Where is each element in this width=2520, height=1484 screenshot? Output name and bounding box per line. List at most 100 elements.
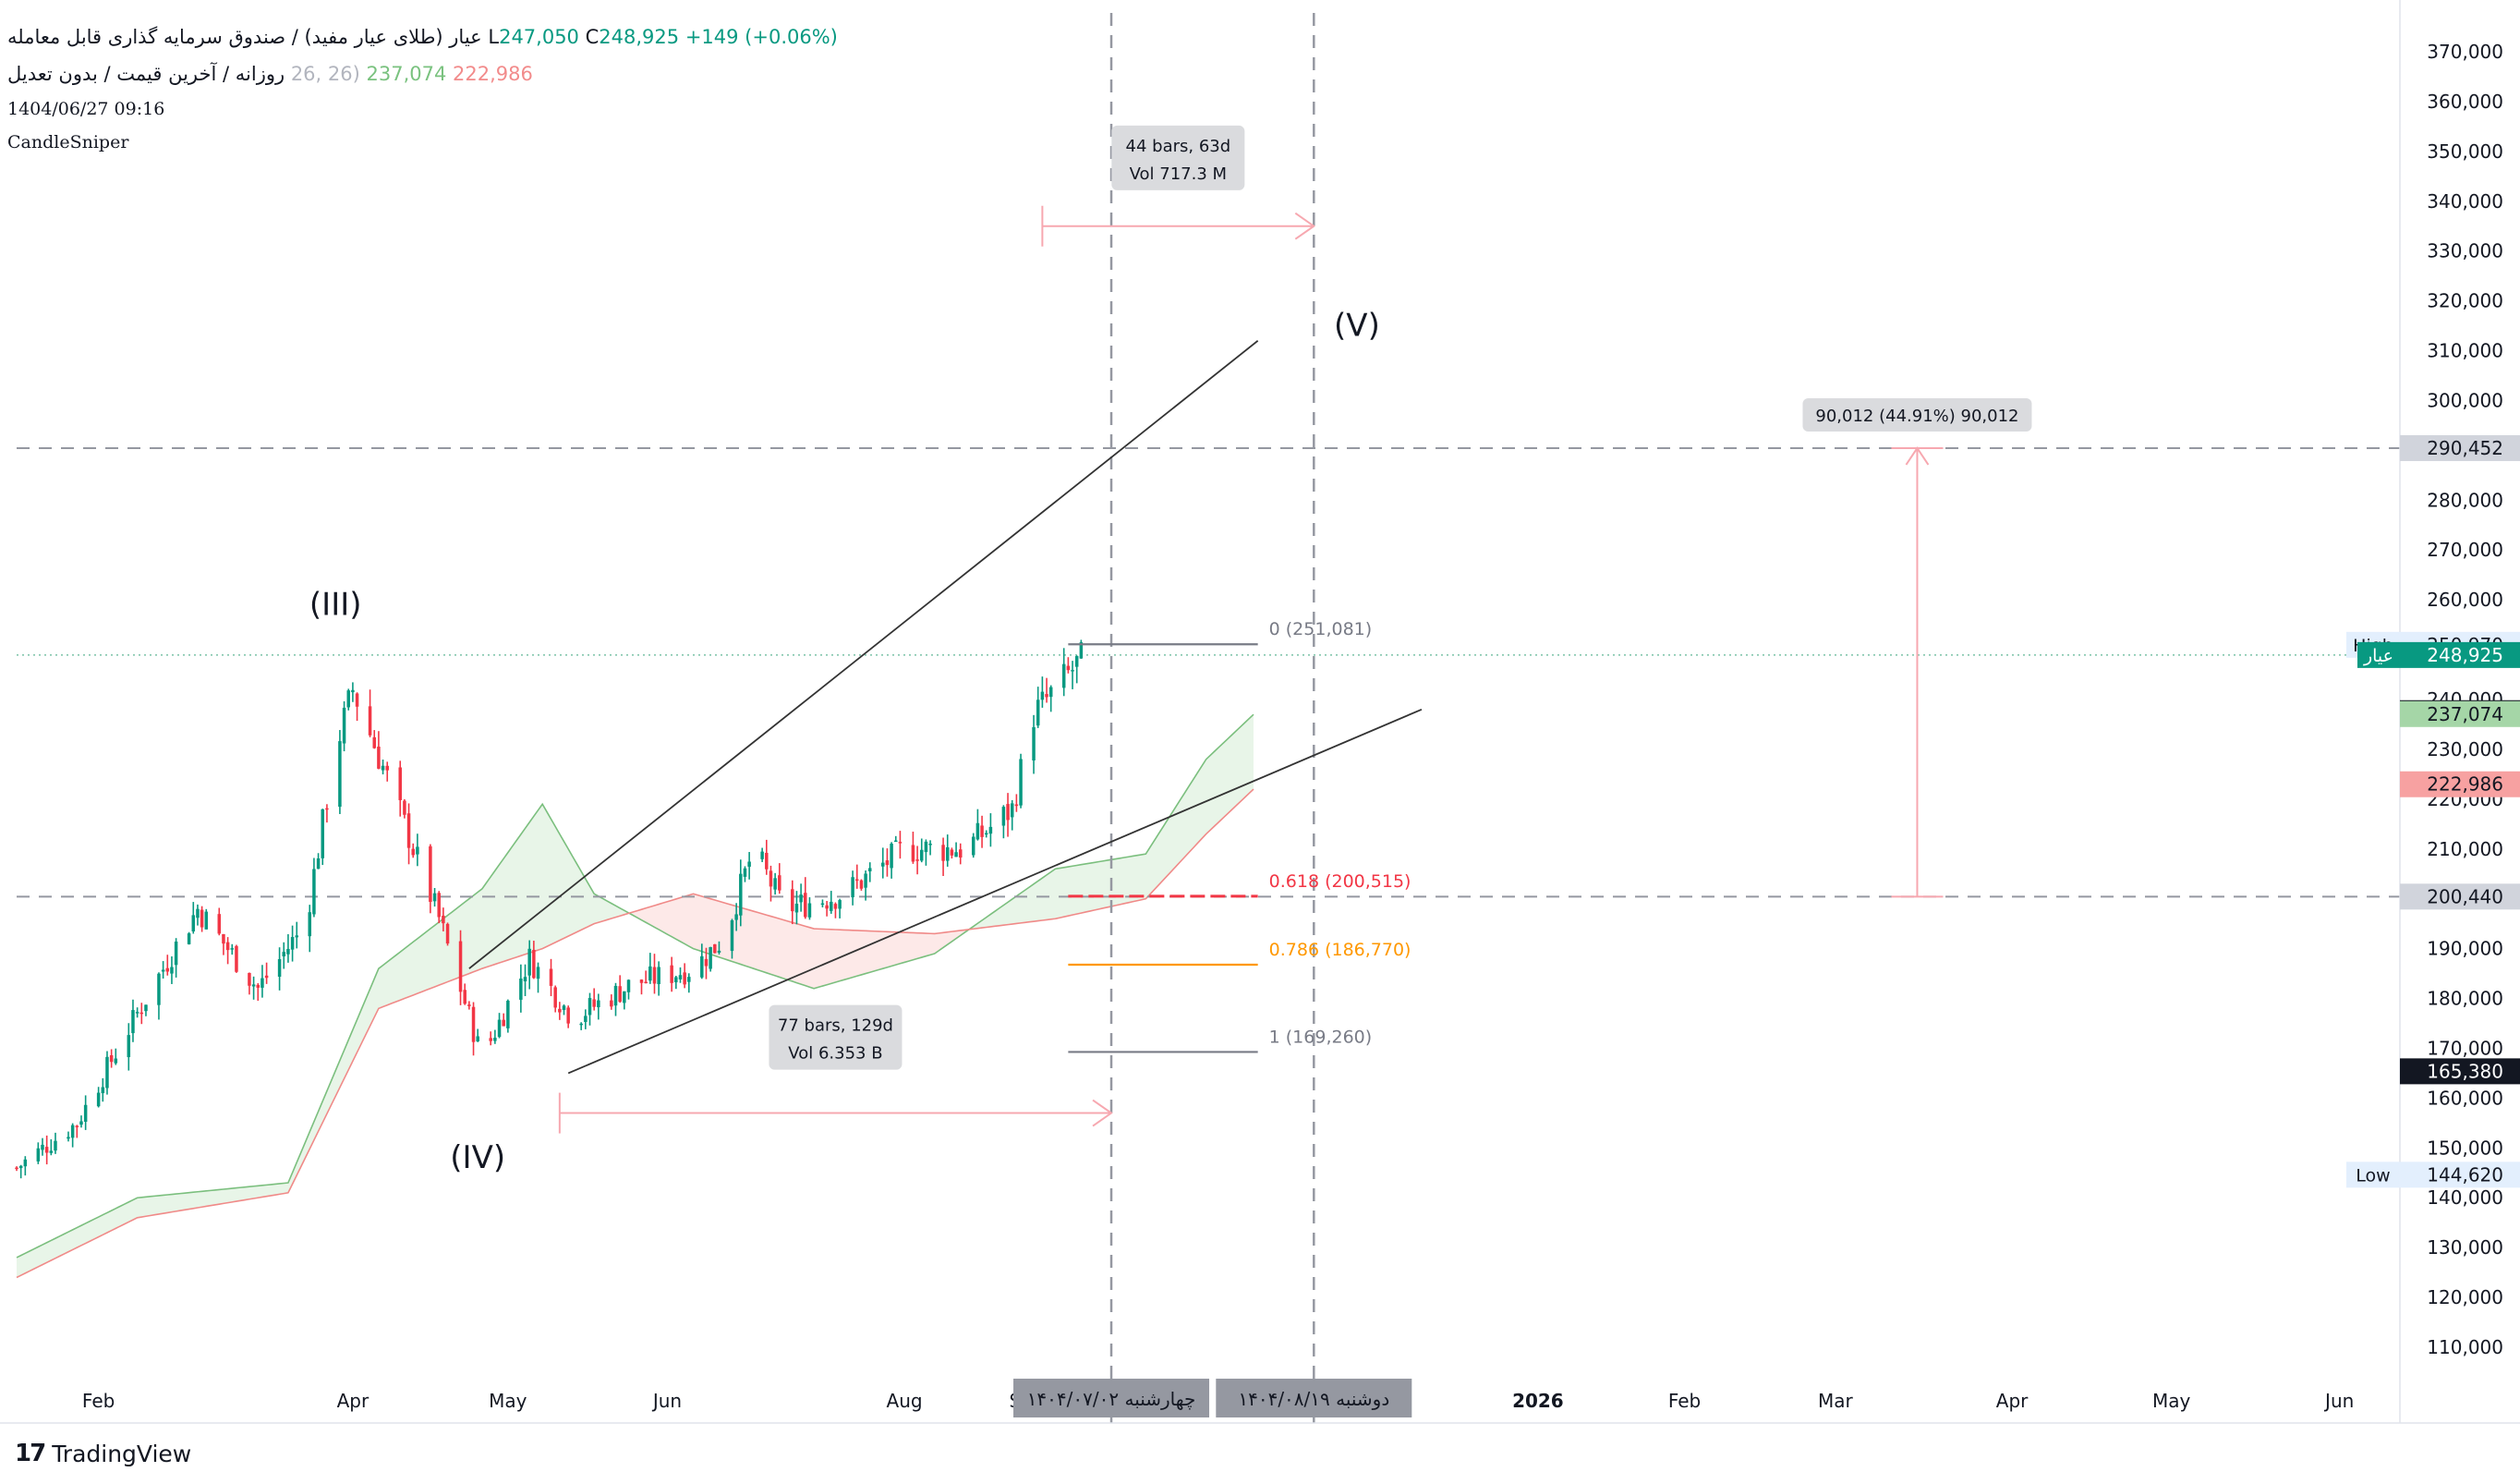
candle-body <box>652 967 657 984</box>
y-tick-label: 120,000 <box>2427 1286 2503 1308</box>
candle-body <box>429 845 432 903</box>
candle <box>971 833 975 858</box>
candle-body <box>945 846 950 861</box>
candle-body <box>717 950 721 953</box>
candle-body <box>532 949 536 979</box>
candle-body <box>536 967 540 979</box>
candle <box>1048 685 1053 712</box>
candle <box>739 859 743 927</box>
candle-body <box>1079 642 1084 659</box>
candle <box>678 967 683 983</box>
candle-body <box>911 845 915 862</box>
candle <box>730 918 734 959</box>
candle <box>41 1137 44 1156</box>
candle <box>553 985 557 1013</box>
candle <box>536 962 540 993</box>
candle-body <box>174 941 178 966</box>
x-tick-label: Jun <box>651 1390 682 1412</box>
candle <box>890 842 893 879</box>
candle <box>251 976 256 1000</box>
wave-label: (V) <box>1334 307 1380 344</box>
indicator-title[interactable]: روزانه / آخرین قیمت / بدون تعدیل <box>7 63 285 85</box>
candle <box>114 1048 118 1065</box>
candle <box>368 689 372 737</box>
current-price-name-bg <box>2357 641 2400 668</box>
candle <box>980 815 984 848</box>
tradingview-logo[interactable]: 17 TradingView <box>15 1440 191 1467</box>
range-arrow-head <box>1294 212 1316 240</box>
candle-body <box>109 1054 114 1063</box>
y-tick-label: 330,000 <box>2427 240 2503 262</box>
candle <box>70 1123 75 1148</box>
y-tick-label: 370,000 <box>2427 41 2503 63</box>
candle <box>165 955 170 976</box>
candle <box>626 979 631 1000</box>
candle-body <box>623 991 626 1004</box>
candle-body <box>222 933 225 944</box>
candle <box>652 954 657 994</box>
wave-label: (IV) <box>450 1139 505 1176</box>
candle <box>747 852 751 880</box>
candle <box>597 993 600 1020</box>
candle <box>248 972 251 995</box>
candle <box>1006 793 1010 837</box>
candle-body <box>915 859 919 861</box>
candle <box>1001 805 1006 839</box>
candle-body <box>295 935 299 938</box>
candle-body <box>864 873 867 888</box>
candle-body <box>325 808 329 810</box>
y-tick-label: 230,000 <box>2427 738 2503 760</box>
candle <box>196 904 200 926</box>
candle <box>67 1131 70 1142</box>
candle <box>36 1142 41 1164</box>
candle <box>372 730 376 749</box>
candle-body <box>1014 804 1019 807</box>
x-tick-label: Mar <box>1818 1390 1854 1412</box>
candle <box>432 887 437 907</box>
candle <box>778 863 781 894</box>
candle <box>416 833 419 867</box>
candle <box>820 899 825 908</box>
candle <box>549 958 553 997</box>
x-tick-label: 2026 <box>1512 1390 1564 1412</box>
candle-body <box>820 903 825 906</box>
x-tick-label: Apr <box>337 1390 370 1412</box>
candle-body <box>855 879 859 882</box>
price-tag-200,440: 200,440 <box>2400 883 2520 910</box>
candle-body <box>204 911 209 930</box>
candle <box>527 940 531 990</box>
measurement-3: 90,012 (44.91%) 90,012 <box>1802 397 2032 898</box>
candle-body <box>1001 807 1006 826</box>
symbol-title[interactable]: عیار (طلای عیار مفید) / صندوق سرمایه گذا… <box>7 26 482 48</box>
candle-body <box>200 909 204 928</box>
candle-body <box>458 941 463 992</box>
candle <box>23 1156 28 1176</box>
candle <box>1079 639 1084 659</box>
candle-body <box>894 840 898 843</box>
legend-row-symbol: عیار (طلای عیار مفید) / صندوق سرمایه گذا… <box>7 18 838 55</box>
candle-body <box>338 741 342 808</box>
candle-body <box>1040 691 1045 700</box>
candle-body <box>502 1019 505 1027</box>
price-tag-text: 237,074 <box>2427 703 2503 725</box>
candle-body <box>1010 803 1014 818</box>
candle-body <box>83 1104 88 1122</box>
candle <box>445 922 450 946</box>
candle <box>610 994 613 1010</box>
candle <box>15 1166 18 1172</box>
candle-body <box>713 943 717 954</box>
trendline-1 <box>468 340 1259 969</box>
candle-body <box>730 919 734 952</box>
candle <box>49 1138 54 1156</box>
candle-body <box>67 1137 70 1139</box>
price-tag-222,986: 222,986 <box>2400 771 2520 797</box>
candle <box>342 700 346 752</box>
candle-body <box>1074 656 1079 667</box>
candle-body <box>760 851 764 859</box>
candle-body <box>217 914 222 934</box>
candle-body <box>975 822 980 840</box>
candle <box>975 809 980 841</box>
range-info-box <box>769 1004 903 1070</box>
